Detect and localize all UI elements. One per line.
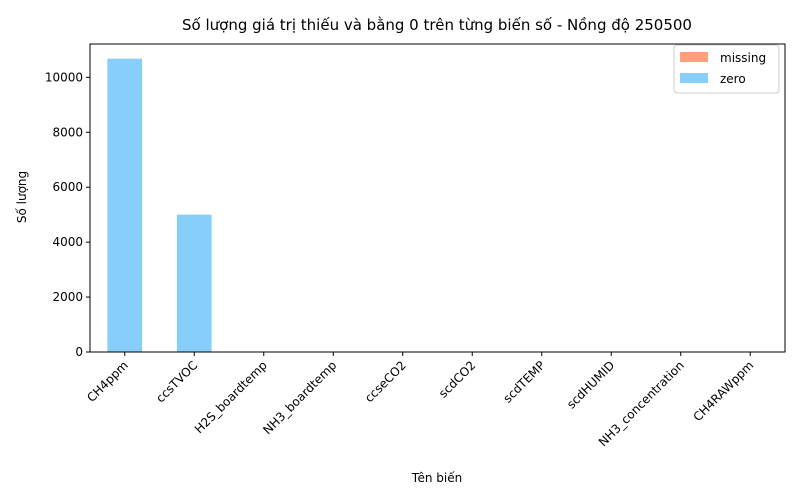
bars [107, 58, 212, 353]
y-tick-label: 8000 [52, 125, 83, 139]
y-tick-label: 2000 [52, 290, 83, 304]
y-tick-label: 4000 [52, 235, 83, 249]
y-axis-label: Số lượng [15, 171, 29, 223]
bar-zero-ch4ppm [107, 58, 143, 353]
legend-label-zero: zero [720, 72, 746, 86]
legend-label-missing: missing [720, 51, 766, 65]
plot-frame [89, 43, 786, 353]
legend-swatch-zero [680, 73, 708, 83]
x-axis-label: Tên biến [411, 471, 462, 485]
legend-swatch-missing [680, 52, 708, 62]
y-tick-label: 6000 [52, 180, 83, 194]
legend: missing zero [673, 44, 780, 94]
bar-zero-ccstvoc [176, 214, 212, 352]
y-tick-label: 10000 [45, 70, 83, 84]
chart-title: Số lượng giá trị thiếu và bằng 0 trên từ… [182, 16, 692, 34]
y-axis-ticks: 0 2000 4000 6000 8000 10000 [45, 70, 90, 359]
y-tick-label: 0 [75, 345, 83, 359]
